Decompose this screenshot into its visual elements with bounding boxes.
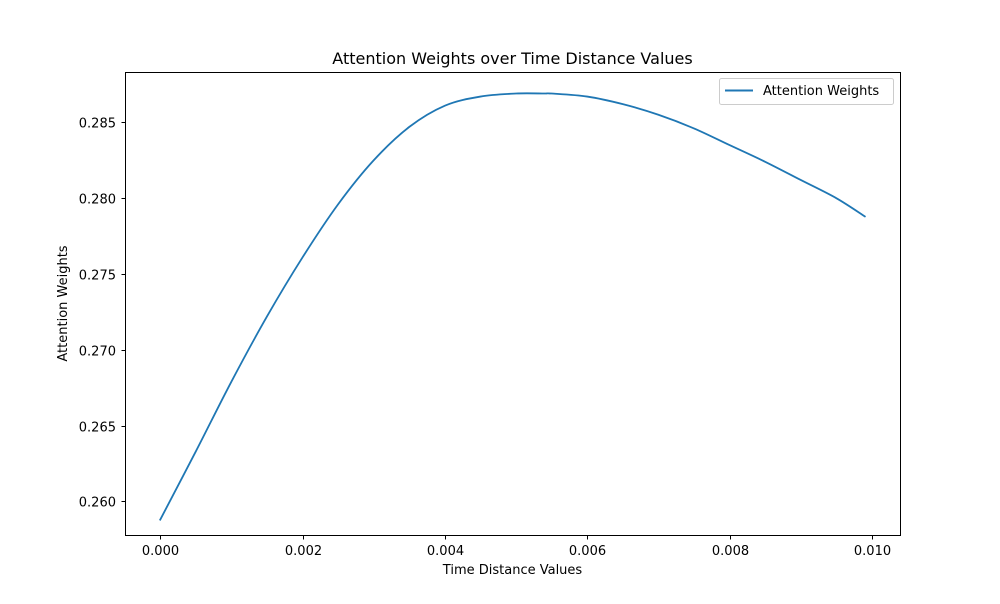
series-layer <box>159 92 867 521</box>
x-axis-label: Time Distance Values <box>442 563 583 578</box>
y-tick-label: 0.275 <box>79 269 116 284</box>
x-tick-label: 0.006 <box>569 544 606 559</box>
y-tick-label: 0.265 <box>79 421 116 436</box>
y-tick-label: 0.260 <box>79 496 116 511</box>
chart-title: Attention Weights over Time Distance Val… <box>332 49 692 68</box>
y-axis-ticks: 0.260 0.265 0.270 0.275 0.280 0.285 <box>79 117 126 511</box>
plot-area <box>125 72 900 535</box>
legend-label: Attention Weights <box>763 84 879 99</box>
y-tick-label: 0.285 <box>79 117 116 132</box>
plot-frame <box>125 72 901 536</box>
legend-box <box>719 78 894 105</box>
series-line-attention-weights <box>159 92 867 521</box>
x-tick-label: 0.008 <box>712 544 749 559</box>
x-tick-label: 0.002 <box>285 544 322 559</box>
x-tick-label: 0.000 <box>142 544 179 559</box>
legend: Attention Weights <box>719 78 894 105</box>
y-tick-label: 0.280 <box>79 193 116 208</box>
x-tick-label: 0.004 <box>427 544 464 559</box>
y-axis-label: Attention Weights <box>56 245 71 361</box>
y-tick-label: 0.270 <box>79 345 116 360</box>
x-axis-ticks: 0.000 0.002 0.004 0.006 0.008 0.010 <box>142 535 891 559</box>
x-tick-label: 0.010 <box>854 544 891 559</box>
